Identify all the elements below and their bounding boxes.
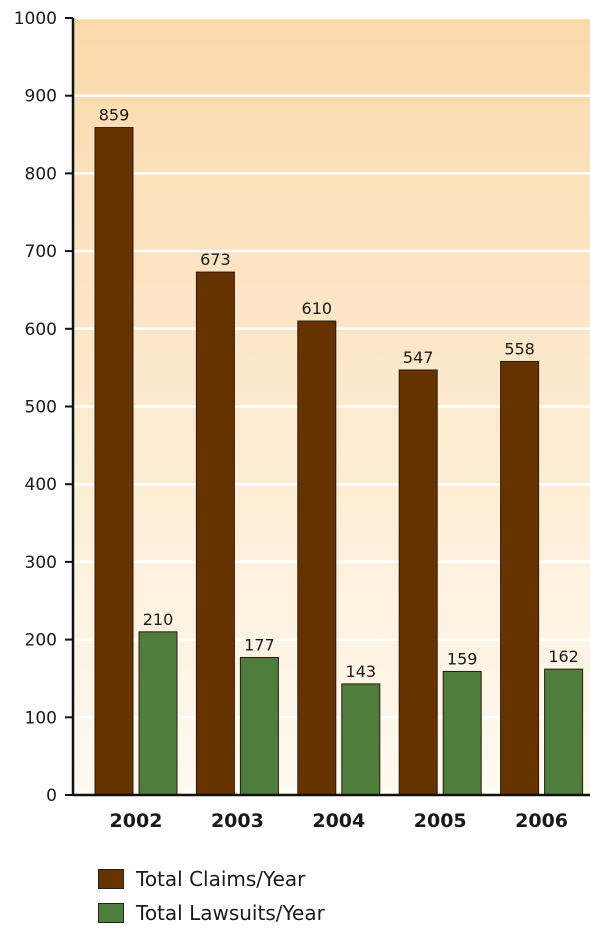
legend-swatch-lawsuits	[98, 903, 124, 923]
x-tick-label-2002: 2002	[110, 810, 163, 832]
bar-claims-2002	[95, 128, 133, 795]
bar-claims-2006	[501, 361, 539, 795]
y-tick-label-900: 900	[25, 87, 57, 107]
legend: Total Claims/Year Total Lawsuits/Year	[98, 862, 325, 930]
x-tick-label-2004: 2004	[312, 810, 365, 832]
y-tick-label-1000: 1000	[14, 9, 57, 29]
bar-claims-2005	[399, 370, 437, 795]
legend-label-claims: Total Claims/Year	[136, 867, 305, 891]
data-label-claims-2003: 673	[200, 250, 231, 269]
y-tick-label-300: 300	[25, 553, 57, 573]
y-tick-label-100: 100	[25, 708, 57, 728]
bar-lawsuits-2002	[139, 632, 177, 795]
y-tick-label-800: 800	[25, 164, 57, 184]
x-tick-label-2003: 2003	[211, 810, 264, 832]
legend-item-claims: Total Claims/Year	[98, 862, 325, 896]
data-label-claims-2002: 859	[99, 106, 130, 125]
y-tick-label-500: 500	[25, 398, 57, 418]
bar-claims-2004	[298, 321, 336, 795]
data-label-claims-2006: 558	[504, 339, 535, 358]
legend-item-lawsuits: Total Lawsuits/Year	[98, 896, 325, 930]
bar-lawsuits-2006	[545, 669, 583, 795]
bar-lawsuits-2005	[443, 671, 481, 795]
data-label-lawsuits-2006: 162	[548, 647, 579, 666]
y-tick-label-400: 400	[25, 475, 57, 495]
x-tick-label-2006: 2006	[515, 810, 568, 832]
y-tick-label-0: 0	[46, 786, 57, 806]
data-label-lawsuits-2004: 143	[346, 662, 377, 681]
data-label-lawsuits-2002: 210	[143, 610, 174, 629]
data-label-claims-2004: 610	[302, 299, 333, 318]
bar-lawsuits-2003	[240, 657, 278, 795]
x-tick-label-2005: 2005	[414, 810, 467, 832]
data-label-claims-2005: 547	[403, 348, 434, 367]
legend-swatch-claims	[98, 869, 124, 889]
data-label-lawsuits-2003: 177	[244, 635, 275, 654]
y-tick-label-700: 700	[25, 242, 57, 262]
data-label-lawsuits-2005: 159	[447, 649, 478, 668]
y-tick-label-600: 600	[25, 320, 57, 340]
y-tick-label-200: 200	[25, 631, 57, 651]
legend-label-lawsuits: Total Lawsuits/Year	[136, 901, 325, 925]
bar-lawsuits-2004	[342, 684, 380, 795]
bar-claims-2003	[196, 272, 234, 795]
